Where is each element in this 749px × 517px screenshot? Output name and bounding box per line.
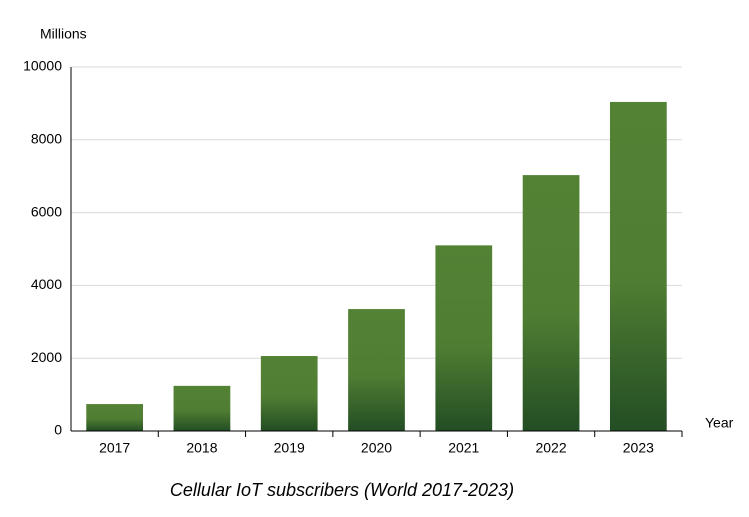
y-tick-label: 6000 [31, 203, 62, 219]
x-tick-label: 2021 [448, 440, 479, 456]
x-tick-label: 2022 [535, 440, 566, 456]
chart-title: Cellular IoT subscribers (World 2017-202… [170, 480, 514, 500]
y-tick-label: 4000 [31, 276, 62, 292]
bar [86, 404, 144, 431]
y-tick-label: 0 [54, 422, 62, 438]
bar [348, 309, 405, 431]
y-tick-label: 2000 [31, 349, 62, 365]
x-tick-label: 2019 [274, 440, 305, 456]
x-tick-label: 2020 [361, 440, 392, 456]
x-axis-label: Year [705, 415, 734, 431]
bar [609, 101, 667, 431]
bar [522, 175, 580, 431]
bar [435, 245, 493, 431]
bar [173, 385, 231, 431]
x-tick-label: 2017 [99, 440, 130, 456]
y-tick-label: 10000 [23, 58, 62, 74]
bar [260, 356, 318, 431]
x-tick-label: 2018 [186, 440, 217, 456]
y-axis-label: Millions [40, 26, 87, 42]
x-tick-label: 2023 [623, 440, 654, 456]
y-tick-label: 8000 [31, 131, 62, 147]
